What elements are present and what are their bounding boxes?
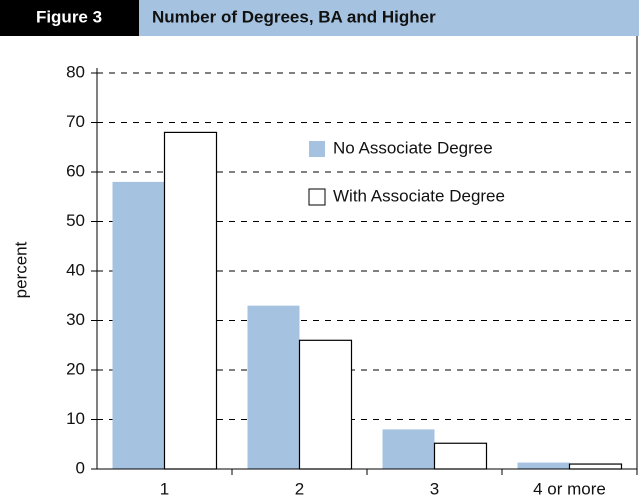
y-tick-label: 60 xyxy=(66,161,85,180)
figure-label-box xyxy=(0,0,139,36)
y-axis-label: percent xyxy=(11,241,30,298)
y-tick-label: 40 xyxy=(66,260,85,279)
x-tick-label: 1 xyxy=(160,479,169,498)
bar xyxy=(163,131,218,470)
bar xyxy=(568,463,623,470)
figure-label: Figure 3 xyxy=(36,7,102,26)
x-tick-label: 3 xyxy=(430,479,439,498)
legend-swatch xyxy=(309,141,325,157)
title-box xyxy=(139,0,639,36)
bar xyxy=(382,429,435,469)
y-tick-label: 10 xyxy=(66,409,85,428)
legend-label: No Associate Degree xyxy=(333,138,493,157)
y-tick-label: 20 xyxy=(66,359,85,378)
bar xyxy=(112,181,165,469)
bar xyxy=(247,305,300,469)
y-tick-label: 30 xyxy=(66,310,85,329)
y-tick-label: 70 xyxy=(66,112,85,131)
x-tick-label: 2 xyxy=(295,479,304,498)
y-tick-label: 0 xyxy=(76,458,85,477)
bar xyxy=(298,339,353,470)
chart-title: Number of Degrees, BA and Higher xyxy=(152,7,436,26)
bar xyxy=(433,442,488,470)
legend-swatch xyxy=(308,188,326,206)
legend-label: With Associate Degree xyxy=(333,186,505,205)
y-tick-label: 50 xyxy=(66,211,85,230)
bar xyxy=(517,462,570,469)
y-tick-label: 80 xyxy=(66,62,85,81)
x-tick-label: 4 or more xyxy=(533,479,606,498)
